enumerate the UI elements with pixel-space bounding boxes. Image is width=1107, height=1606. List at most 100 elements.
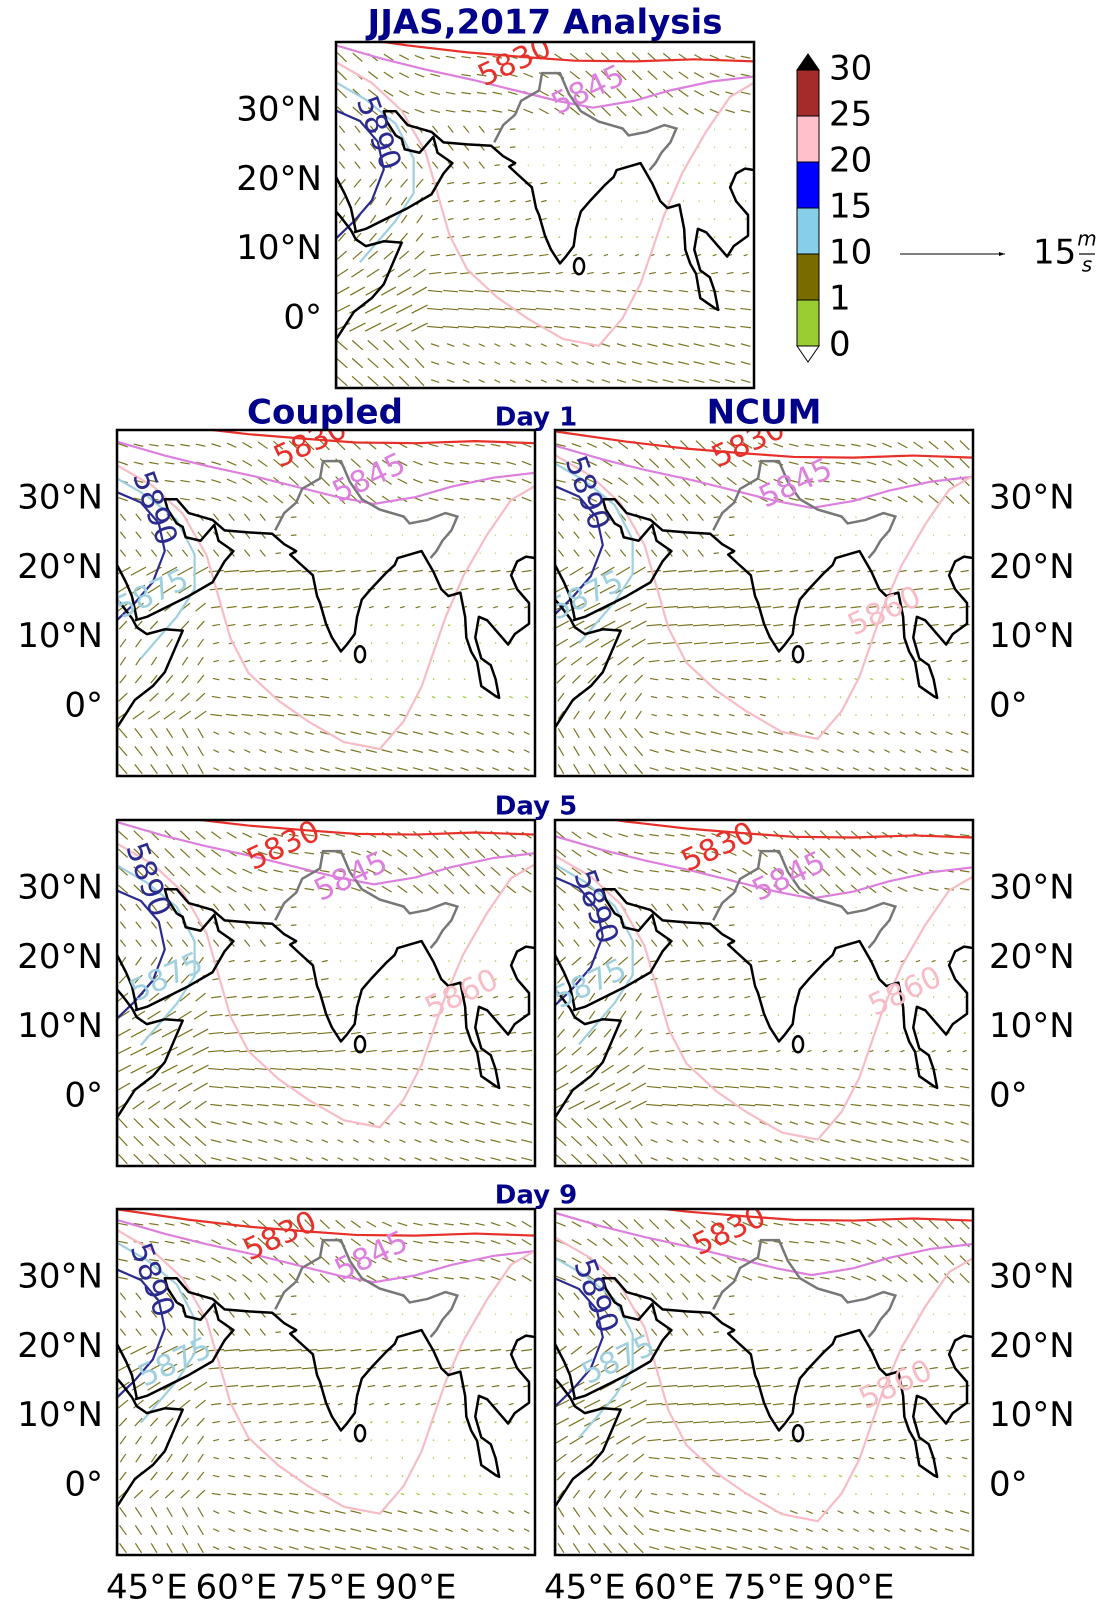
wind-vector — [603, 833, 612, 837]
wind-vector — [351, 1086, 360, 1087]
wind-vector — [960, 1511, 969, 1514]
wind-vector — [825, 535, 826, 536]
wind-vector — [778, 1332, 779, 1333]
wind-vector — [884, 1547, 890, 1550]
wind-vector — [386, 1475, 387, 1476]
wind-vector — [244, 1511, 251, 1514]
wind-vector — [429, 885, 438, 894]
wind-vector — [371, 1332, 372, 1333]
wind-vector — [510, 344, 515, 347]
wind-vector — [913, 870, 922, 873]
wind-vector — [793, 978, 795, 979]
wind-vector — [150, 693, 159, 701]
wind-vector — [900, 1547, 906, 1550]
wind-vector — [286, 570, 301, 571]
wind-vector — [760, 696, 766, 697]
wind-vector — [383, 1086, 392, 1087]
wind-vector — [618, 657, 629, 665]
wind-vector — [590, 236, 592, 237]
wind-vector — [840, 696, 841, 697]
wind-vector — [382, 1068, 392, 1069]
wind-vector — [177, 1065, 193, 1073]
wind-vector — [401, 233, 408, 241]
wind-vector — [413, 1259, 422, 1261]
wind-vector — [933, 1493, 934, 1494]
wind-vector — [836, 480, 845, 481]
wind-vector — [260, 660, 265, 661]
wind-vector — [918, 907, 919, 908]
wind-vector — [725, 1439, 739, 1440]
wind-vector — [539, 109, 548, 114]
wind-vector — [147, 1083, 161, 1091]
wind-vector — [650, 768, 659, 771]
lon-tick-label: 75°E — [723, 1568, 805, 1606]
wind-vector — [682, 254, 686, 255]
wind-vector — [840, 1032, 842, 1033]
wind-vector — [913, 1140, 923, 1143]
wind-vector — [227, 461, 236, 465]
wind-vector — [694, 1367, 708, 1368]
wind-vector — [181, 621, 189, 629]
wind-vector — [260, 960, 266, 961]
wind-vector — [856, 1296, 857, 1297]
wind-vector — [524, 109, 533, 113]
wind-vector — [913, 1086, 922, 1087]
wind-vector — [196, 867, 205, 875]
wind-vector — [258, 606, 268, 607]
wind-vector — [382, 732, 393, 735]
wind-vector — [776, 1050, 780, 1051]
wind-vector — [616, 326, 627, 327]
wind-vector — [618, 272, 625, 273]
wind-vector — [272, 1385, 285, 1386]
wind-vector — [774, 1086, 783, 1087]
lat-tick-label: 30°N — [17, 868, 103, 908]
wind-vector — [836, 570, 844, 571]
wind-vector — [387, 907, 388, 908]
wind-vector — [871, 696, 872, 697]
wind-vector — [836, 444, 845, 445]
wind-vector — [151, 922, 156, 929]
wind-vector — [932, 1050, 936, 1051]
wind-vector — [320, 1220, 329, 1229]
wind-vector — [356, 553, 357, 554]
wind-vector — [572, 850, 581, 857]
island — [793, 646, 803, 662]
wind-vector — [756, 642, 770, 643]
wind-vector — [804, 624, 814, 625]
figure-title: JJAS,2017 Analysis — [366, 3, 723, 43]
wind-vector — [569, 1418, 584, 1426]
map-panel: 58755830584558905860 — [548, 811, 973, 1166]
wind-vector — [401, 1421, 403, 1422]
wind-vector — [647, 1086, 662, 1087]
wind-vector — [663, 380, 674, 383]
wind-vector — [558, 904, 563, 911]
wind-vector — [915, 768, 921, 771]
wind-vector — [448, 1421, 450, 1422]
wind-vector — [433, 1314, 434, 1315]
row-title: Day 9 — [495, 1181, 577, 1211]
wind-vector — [432, 978, 434, 979]
wind-vector — [196, 1222, 205, 1226]
wind-vector — [851, 1421, 861, 1422]
wind-vector — [309, 907, 310, 908]
wind-vector — [286, 1068, 302, 1069]
wind-vector — [824, 1475, 827, 1476]
wind-vector — [725, 1367, 739, 1368]
wind-vector — [838, 1547, 844, 1550]
wind-vector — [929, 1421, 939, 1422]
wind-vector — [961, 732, 968, 735]
wind-vector — [429, 1259, 438, 1261]
wind-vector — [619, 675, 627, 683]
wind-vector — [324, 1332, 325, 1333]
wind-vector — [180, 831, 189, 840]
wind-vector — [526, 907, 527, 908]
wind-vector — [755, 588, 770, 589]
wind-vector — [667, 514, 672, 521]
wind-vector — [948, 678, 951, 679]
wind-vector — [820, 624, 830, 625]
wind-vector — [778, 1314, 779, 1315]
wind-vector — [228, 1511, 235, 1514]
wind-vector — [835, 588, 845, 589]
wind-vector — [399, 1158, 405, 1161]
wind-vector — [120, 1454, 125, 1462]
